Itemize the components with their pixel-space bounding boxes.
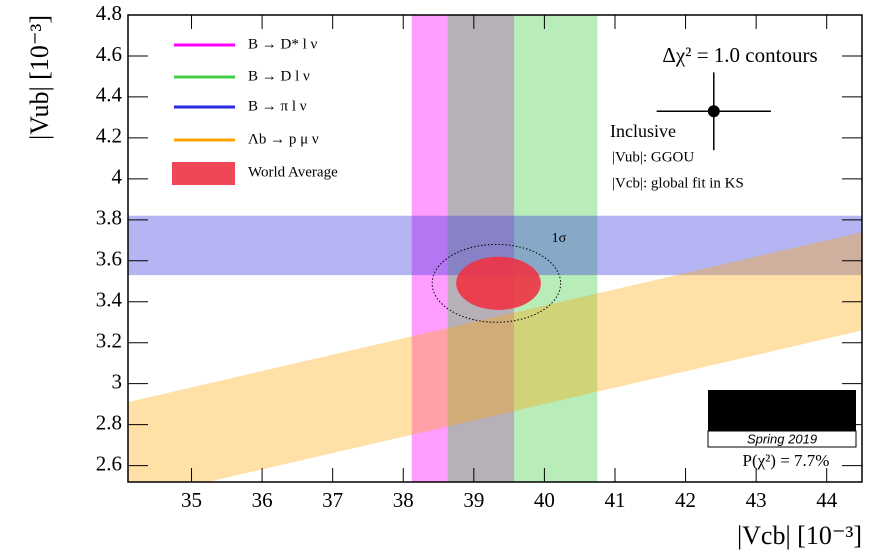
logo-box [708, 390, 856, 431]
inclusive-point [707, 105, 720, 118]
y-tick-label: 4.4 [96, 83, 123, 107]
y-tick-label: 4.8 [96, 1, 122, 25]
y-tick-label: 3.6 [96, 247, 122, 271]
logo-name: HFLAV [742, 396, 824, 424]
chart-title: Δχ² = 1.0 contours [662, 43, 817, 67]
p-value: P(χ²) = 7.7% [743, 451, 830, 470]
inclusive-note: |Vub|: GGOU [612, 149, 694, 165]
x-tick-label: 42 [675, 488, 696, 512]
y-axis-title: |Vub| [10⁻³] [25, 15, 54, 140]
band [411, 15, 515, 482]
contour-label: 1σ [552, 231, 567, 246]
x-tick-label: 40 [534, 488, 555, 512]
logo-edition-box [707, 430, 857, 448]
legend-swatch [172, 162, 235, 185]
legend-label: B → π l ν [248, 98, 307, 114]
x-tick-label: 41 [604, 488, 625, 512]
inclusive-label: Inclusive [610, 121, 676, 141]
y-tick-label: 4.6 [96, 42, 122, 66]
legend-label: B → D* l ν [248, 36, 318, 52]
plot-frame [127, 14, 863, 483]
x-tick-label: 44 [816, 488, 838, 512]
band [447, 15, 598, 482]
x-tick-label: 39 [463, 488, 484, 512]
x-tick-label: 43 [746, 488, 767, 512]
y-tick-label: 3.8 [96, 206, 122, 230]
y-tick-label: 3.4 [96, 288, 123, 312]
y-tick-label: 3.2 [96, 329, 122, 353]
legend-label: World Average [248, 164, 338, 180]
logo-edition: Spring 2019 [747, 431, 817, 446]
x-tick-label: 35 [181, 488, 202, 512]
y-tick-label: 4 [112, 165, 123, 189]
y-tick-label: 3 [112, 369, 123, 393]
x-tick-label: 37 [322, 488, 343, 512]
overlay: 35 36 37 38 39 40 41 42 43 44 2.6 2.8 3 3.2 3.4 3.6 3.8 4… [25, 1, 862, 550]
x-tick-label: 36 [252, 488, 273, 512]
band [128, 232, 862, 482]
y-tick-label: 2.8 [96, 410, 122, 434]
legend-label: Λb → p μ ν [248, 131, 319, 147]
inclusive-note: |Vcb|: global fit in KS [612, 175, 744, 191]
contour [431, 243, 562, 323]
y-tick-label: 4.2 [96, 124, 122, 148]
legend-label: B → D l ν [248, 68, 310, 84]
y-tick-label: 2.6 [96, 451, 122, 475]
x-tick-label: 38 [393, 488, 414, 512]
world-average [456, 256, 541, 310]
x-axis-title: |Vcb| [10⁻³] [737, 521, 862, 550]
plot-area [128, 15, 862, 482]
